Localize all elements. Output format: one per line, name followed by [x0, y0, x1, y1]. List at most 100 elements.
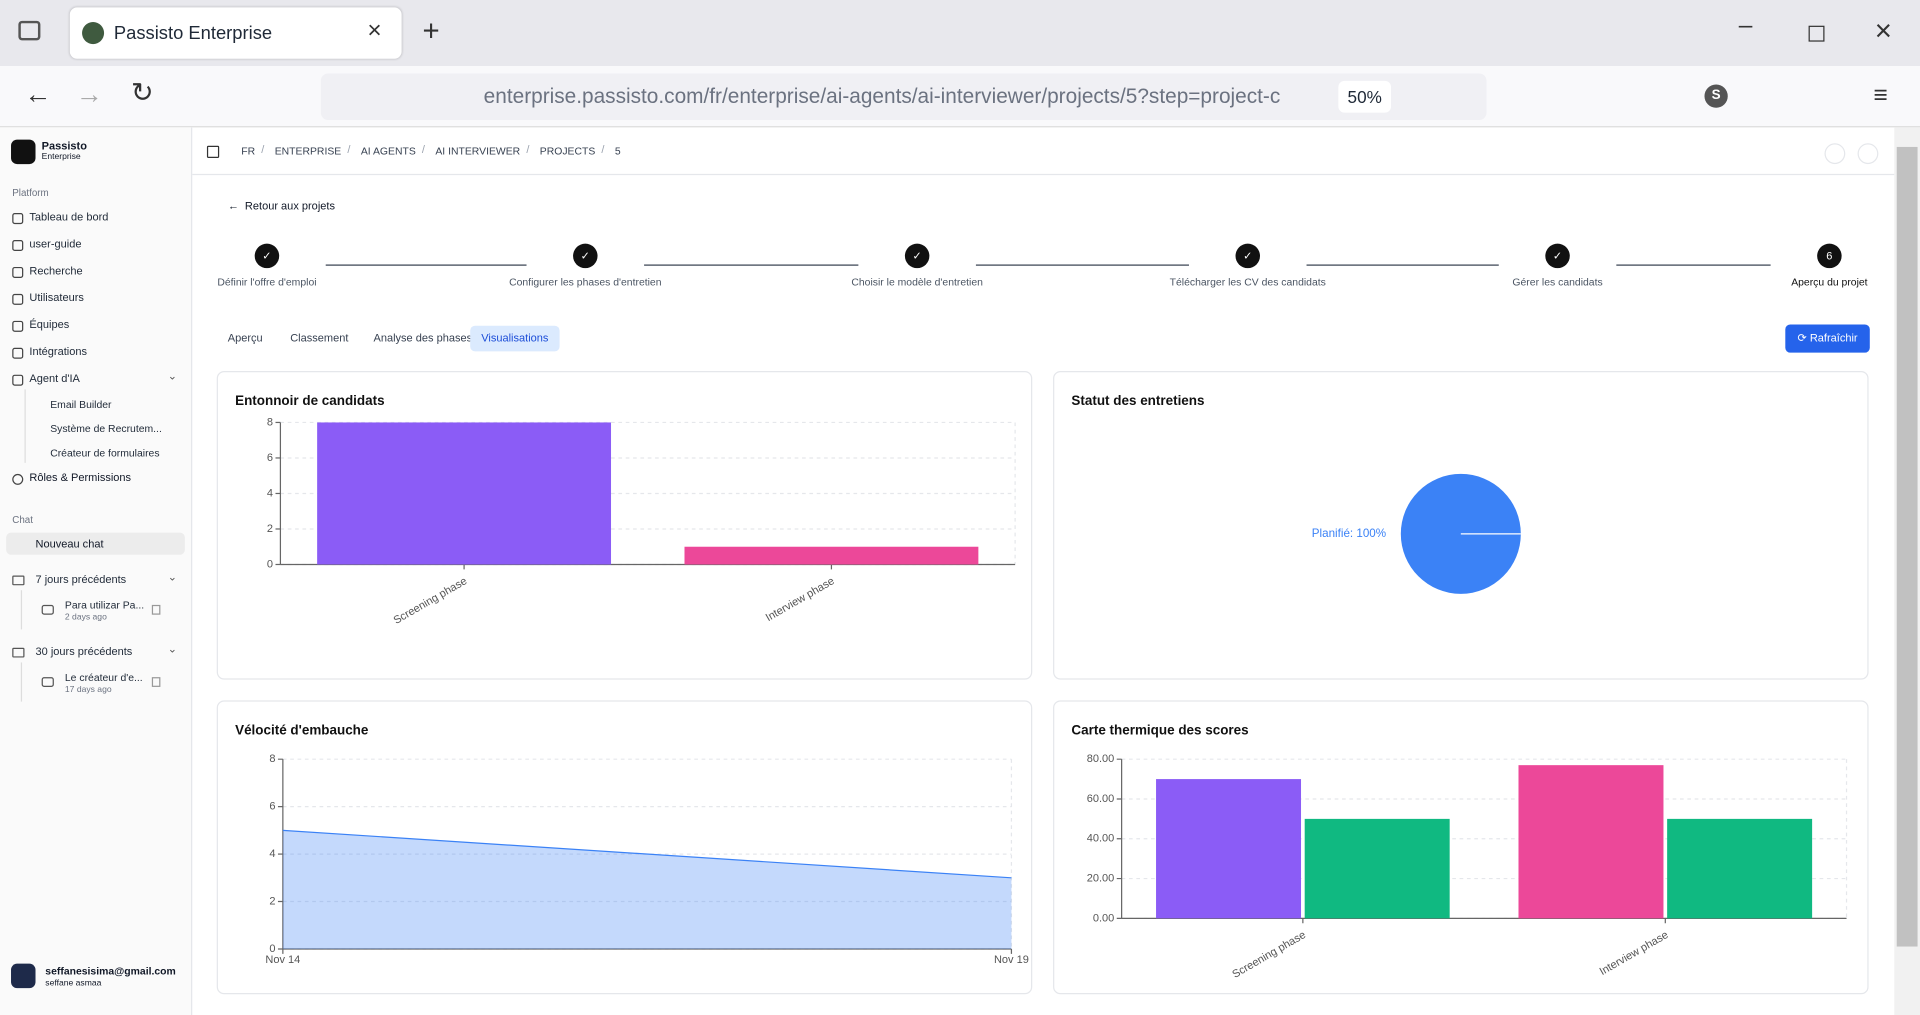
chat-icon	[41, 677, 54, 687]
tab[interactable]: Visualisations	[470, 325, 560, 352]
url-bar[interactable]	[320, 73, 1487, 121]
breadcrumb-item[interactable]: AI AGENTS	[360, 144, 416, 157]
pie-label: Planifié: 100%	[1312, 527, 1386, 540]
chart-card: Entonnoir de candidats 0 2 4 6 8 Screening pha…	[216, 371, 1033, 680]
nav-icon	[12, 240, 24, 252]
nav-item[interactable]: Tableau de bord	[29, 210, 109, 223]
new-chat[interactable]: Nouveau chat	[35, 537, 104, 550]
x-tick-label: Screening phase	[1230, 929, 1308, 981]
nav-item[interactable]: Recherche	[29, 264, 83, 277]
nav-icon	[12, 473, 24, 485]
new-tab[interactable]: +	[422, 14, 440, 48]
folder-icon	[12, 575, 25, 586]
sub-nav-line	[24, 389, 26, 463]
chat-title[interactable]: Para utilizar Pa...	[64, 598, 145, 612]
chat-title[interactable]: Le créateur d'e...	[64, 671, 143, 684]
chevron[interactable]: ⌄	[167, 570, 177, 583]
chart: Entonnoir de candidats 0 2 4 6 8 Screening pha…	[235, 393, 1016, 627]
y-tick-label: 6	[269, 801, 275, 813]
tab-overview-icon[interactable]	[18, 20, 41, 41]
delete-icon[interactable]	[151, 677, 161, 687]
org-name: Passisto	[41, 139, 87, 152]
breadcrumb-item[interactable]: PROJECTS	[539, 144, 596, 157]
step-connector	[1616, 264, 1771, 266]
browser-tab[interactable]	[69, 7, 402, 59]
nav-item[interactable]: Équipes	[29, 318, 70, 331]
step-circle[interactable]: ✓	[1235, 243, 1261, 269]
step-label: Configurer les phases d'entretien	[509, 275, 662, 288]
chat-icon	[41, 604, 54, 615]
refresh-button[interactable]: ⟳ Rafraîchir	[1785, 324, 1870, 353]
nav-item[interactable]: Rôles & Permissions	[29, 471, 132, 484]
minimize[interactable]: –	[1738, 12, 1753, 40]
step-circle[interactable]: ✓	[254, 243, 280, 269]
step-label: Définir l'offre d'emploi	[217, 275, 317, 288]
breadcrumb-sep: /	[526, 143, 530, 156]
sub-nav-item[interactable]: Système de Recrutem...	[50, 422, 162, 435]
nav-icon	[12, 374, 24, 386]
step-circle[interactable]: 6	[1817, 243, 1842, 269]
chart: Vélocité d'embauche 0 2 4 6 8 Nov 14 Nov 19	[235, 723, 1029, 966]
menu-button[interactable]: ≡	[1873, 82, 1888, 109]
group-line	[20, 590, 23, 630]
step-circle[interactable]: ✓	[573, 243, 598, 269]
chat-group-title[interactable]: 7 jours précédents	[35, 573, 127, 586]
chat-group-title[interactable]: 30 jours précédents	[35, 645, 133, 658]
step-circle[interactable]: ✓	[904, 243, 930, 269]
y-tick-label: 8	[269, 753, 275, 765]
user-name: seffane asmaa	[45, 979, 102, 989]
sub-nav-item[interactable]: Créateur de formulaires	[50, 446, 160, 460]
nav-item[interactable]: user-guide	[29, 237, 82, 250]
bar	[684, 546, 979, 565]
nav-item[interactable]: Utilisateurs	[29, 291, 84, 304]
chat-time: 17 days ago	[64, 685, 112, 695]
y-tick-label: 0	[269, 943, 275, 955]
sub-nav-item[interactable]: Email Builder	[50, 397, 112, 411]
nav-item[interactable]: Agent d'IA	[29, 372, 80, 385]
y-tick-label: 6	[267, 452, 273, 464]
breadcrumb-item[interactable]: AI INTERVIEWER	[435, 144, 521, 157]
chevron[interactable]: ⌄	[167, 642, 177, 656]
bar	[1304, 818, 1450, 919]
forward-button[interactable]: →	[75, 78, 103, 109]
back-link[interactable]: ← Retour aux projets	[228, 200, 335, 212]
chart-title: Vélocité d'embauche	[235, 723, 369, 738]
back-text: Retour aux projets	[244, 199, 335, 212]
chart-card: Statut des entretiens Planifié: 100%	[1053, 371, 1869, 680]
reload-button[interactable]: ↻	[131, 77, 154, 108]
tab[interactable]: Aperçu	[227, 331, 263, 345]
tab-close[interactable]: ×	[367, 17, 382, 45]
globe-button[interactable]	[1824, 143, 1846, 165]
y-tick-label: 2	[269, 895, 275, 907]
step-connector	[644, 264, 859, 266]
breadcrumb-item[interactable]: ENTERPRISE	[274, 144, 342, 157]
refresh-icon: ⟳	[1797, 331, 1810, 345]
section-label: Chat	[12, 514, 33, 526]
sidebar-toggle[interactable]	[206, 145, 220, 158]
breadcrumb-item[interactable]: 5	[614, 144, 621, 157]
scrollbar-thumb[interactable]	[1896, 146, 1918, 947]
nav-item[interactable]: Intégrations	[29, 345, 87, 358]
y-tick-label: 0	[267, 558, 273, 570]
user-email: seffanesisima@gmail.com	[45, 964, 176, 978]
breadcrumb-item[interactable]: FR	[241, 144, 256, 157]
theme-button[interactable]	[1857, 143, 1879, 165]
area	[282, 830, 1012, 949]
tab[interactable]: Analyse des phases	[373, 331, 473, 345]
delete-icon[interactable]	[151, 604, 161, 615]
org-plan: Enterprise	[41, 153, 81, 162]
nav-icon	[12, 266, 24, 278]
chevron[interactable]: ⌄	[167, 369, 177, 383]
refresh-label: Rafraîchir	[1809, 331, 1858, 345]
zoom-level[interactable]: 50%	[1338, 80, 1392, 113]
tab[interactable]: Classement	[290, 331, 349, 345]
step-circle[interactable]: ✓	[1545, 243, 1570, 269]
x-tick-label: Interview phase	[764, 575, 837, 624]
profile-avatar[interactable]: S	[1704, 84, 1728, 108]
close-window[interactable]: ×	[1874, 14, 1892, 48]
line	[282, 829, 1012, 879]
restore[interactable]	[1808, 25, 1825, 42]
chart-title: Entonnoir de candidats	[235, 393, 385, 408]
back-button[interactable]: ←	[24, 78, 52, 109]
org-logo	[11, 139, 36, 165]
